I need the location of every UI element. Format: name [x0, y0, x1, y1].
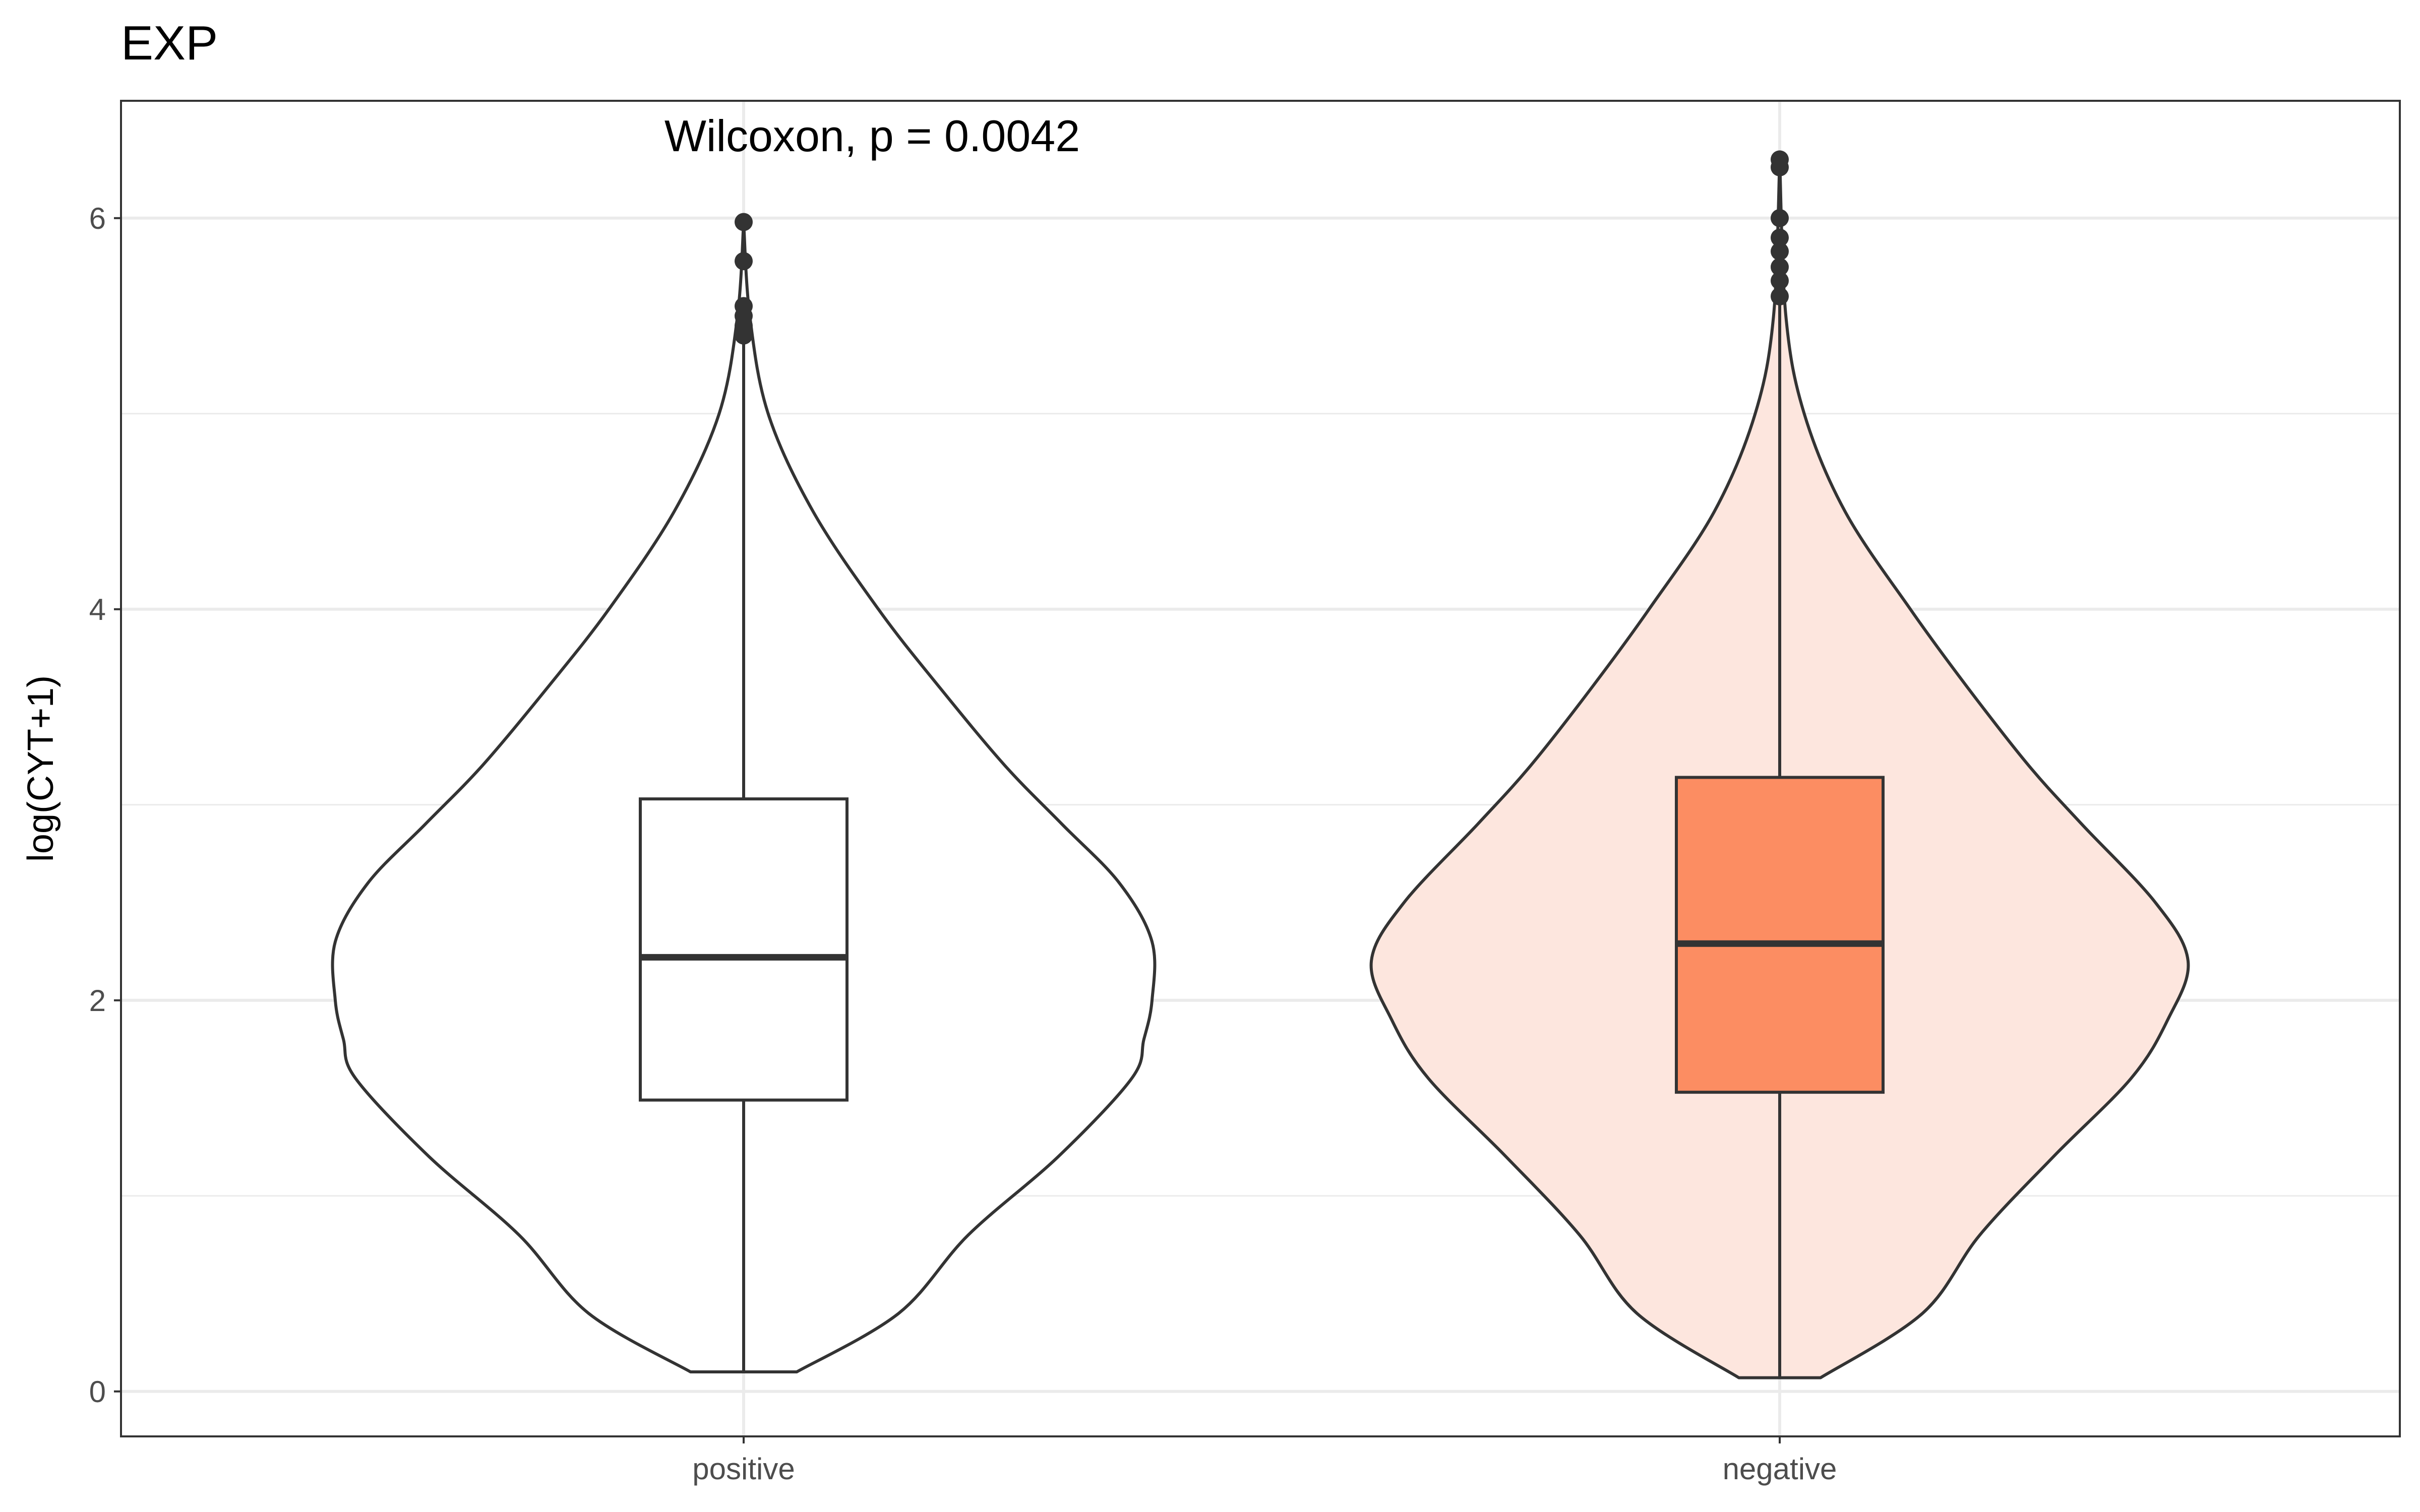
wilcoxon-annotation: Wilcoxon, p = 0.0042 [664, 111, 1080, 161]
outlier-point-negative [1771, 209, 1789, 227]
y-tick-label: 6 [89, 202, 106, 235]
x-tick-label: positive [692, 1452, 795, 1486]
outlier-point-positive [735, 297, 753, 316]
box-positive [639, 797, 849, 1102]
x-tick-label: negative [1723, 1452, 1837, 1486]
box-layer [639, 296, 1885, 1378]
outlier-point-negative [1771, 150, 1789, 169]
outlier-point-positive [735, 213, 753, 231]
box-negative [1675, 776, 1885, 1094]
plot-border [120, 100, 2401, 1437]
outlier-point-negative [1771, 258, 1789, 276]
outlier-point-negative [1771, 287, 1789, 305]
outlier-point-negative [1771, 228, 1789, 247]
outlier-layer [735, 150, 1789, 345]
plot-panel [120, 100, 2401, 1437]
plot-background [121, 101, 2400, 1436]
y-axis-title: log(CYT+1) [21, 675, 61, 862]
y-tick-label: 0 [89, 1375, 106, 1409]
outlier-point-negative [1771, 242, 1789, 261]
y-tick-label: 4 [89, 593, 106, 626]
y-tick-label: 2 [89, 984, 106, 1018]
axis-layer: 0 2 4 6 positive negative [89, 202, 1837, 1486]
outlier-point-negative [1771, 271, 1789, 290]
chart-title: EXP [121, 16, 218, 70]
outlier-point-positive [735, 252, 753, 271]
